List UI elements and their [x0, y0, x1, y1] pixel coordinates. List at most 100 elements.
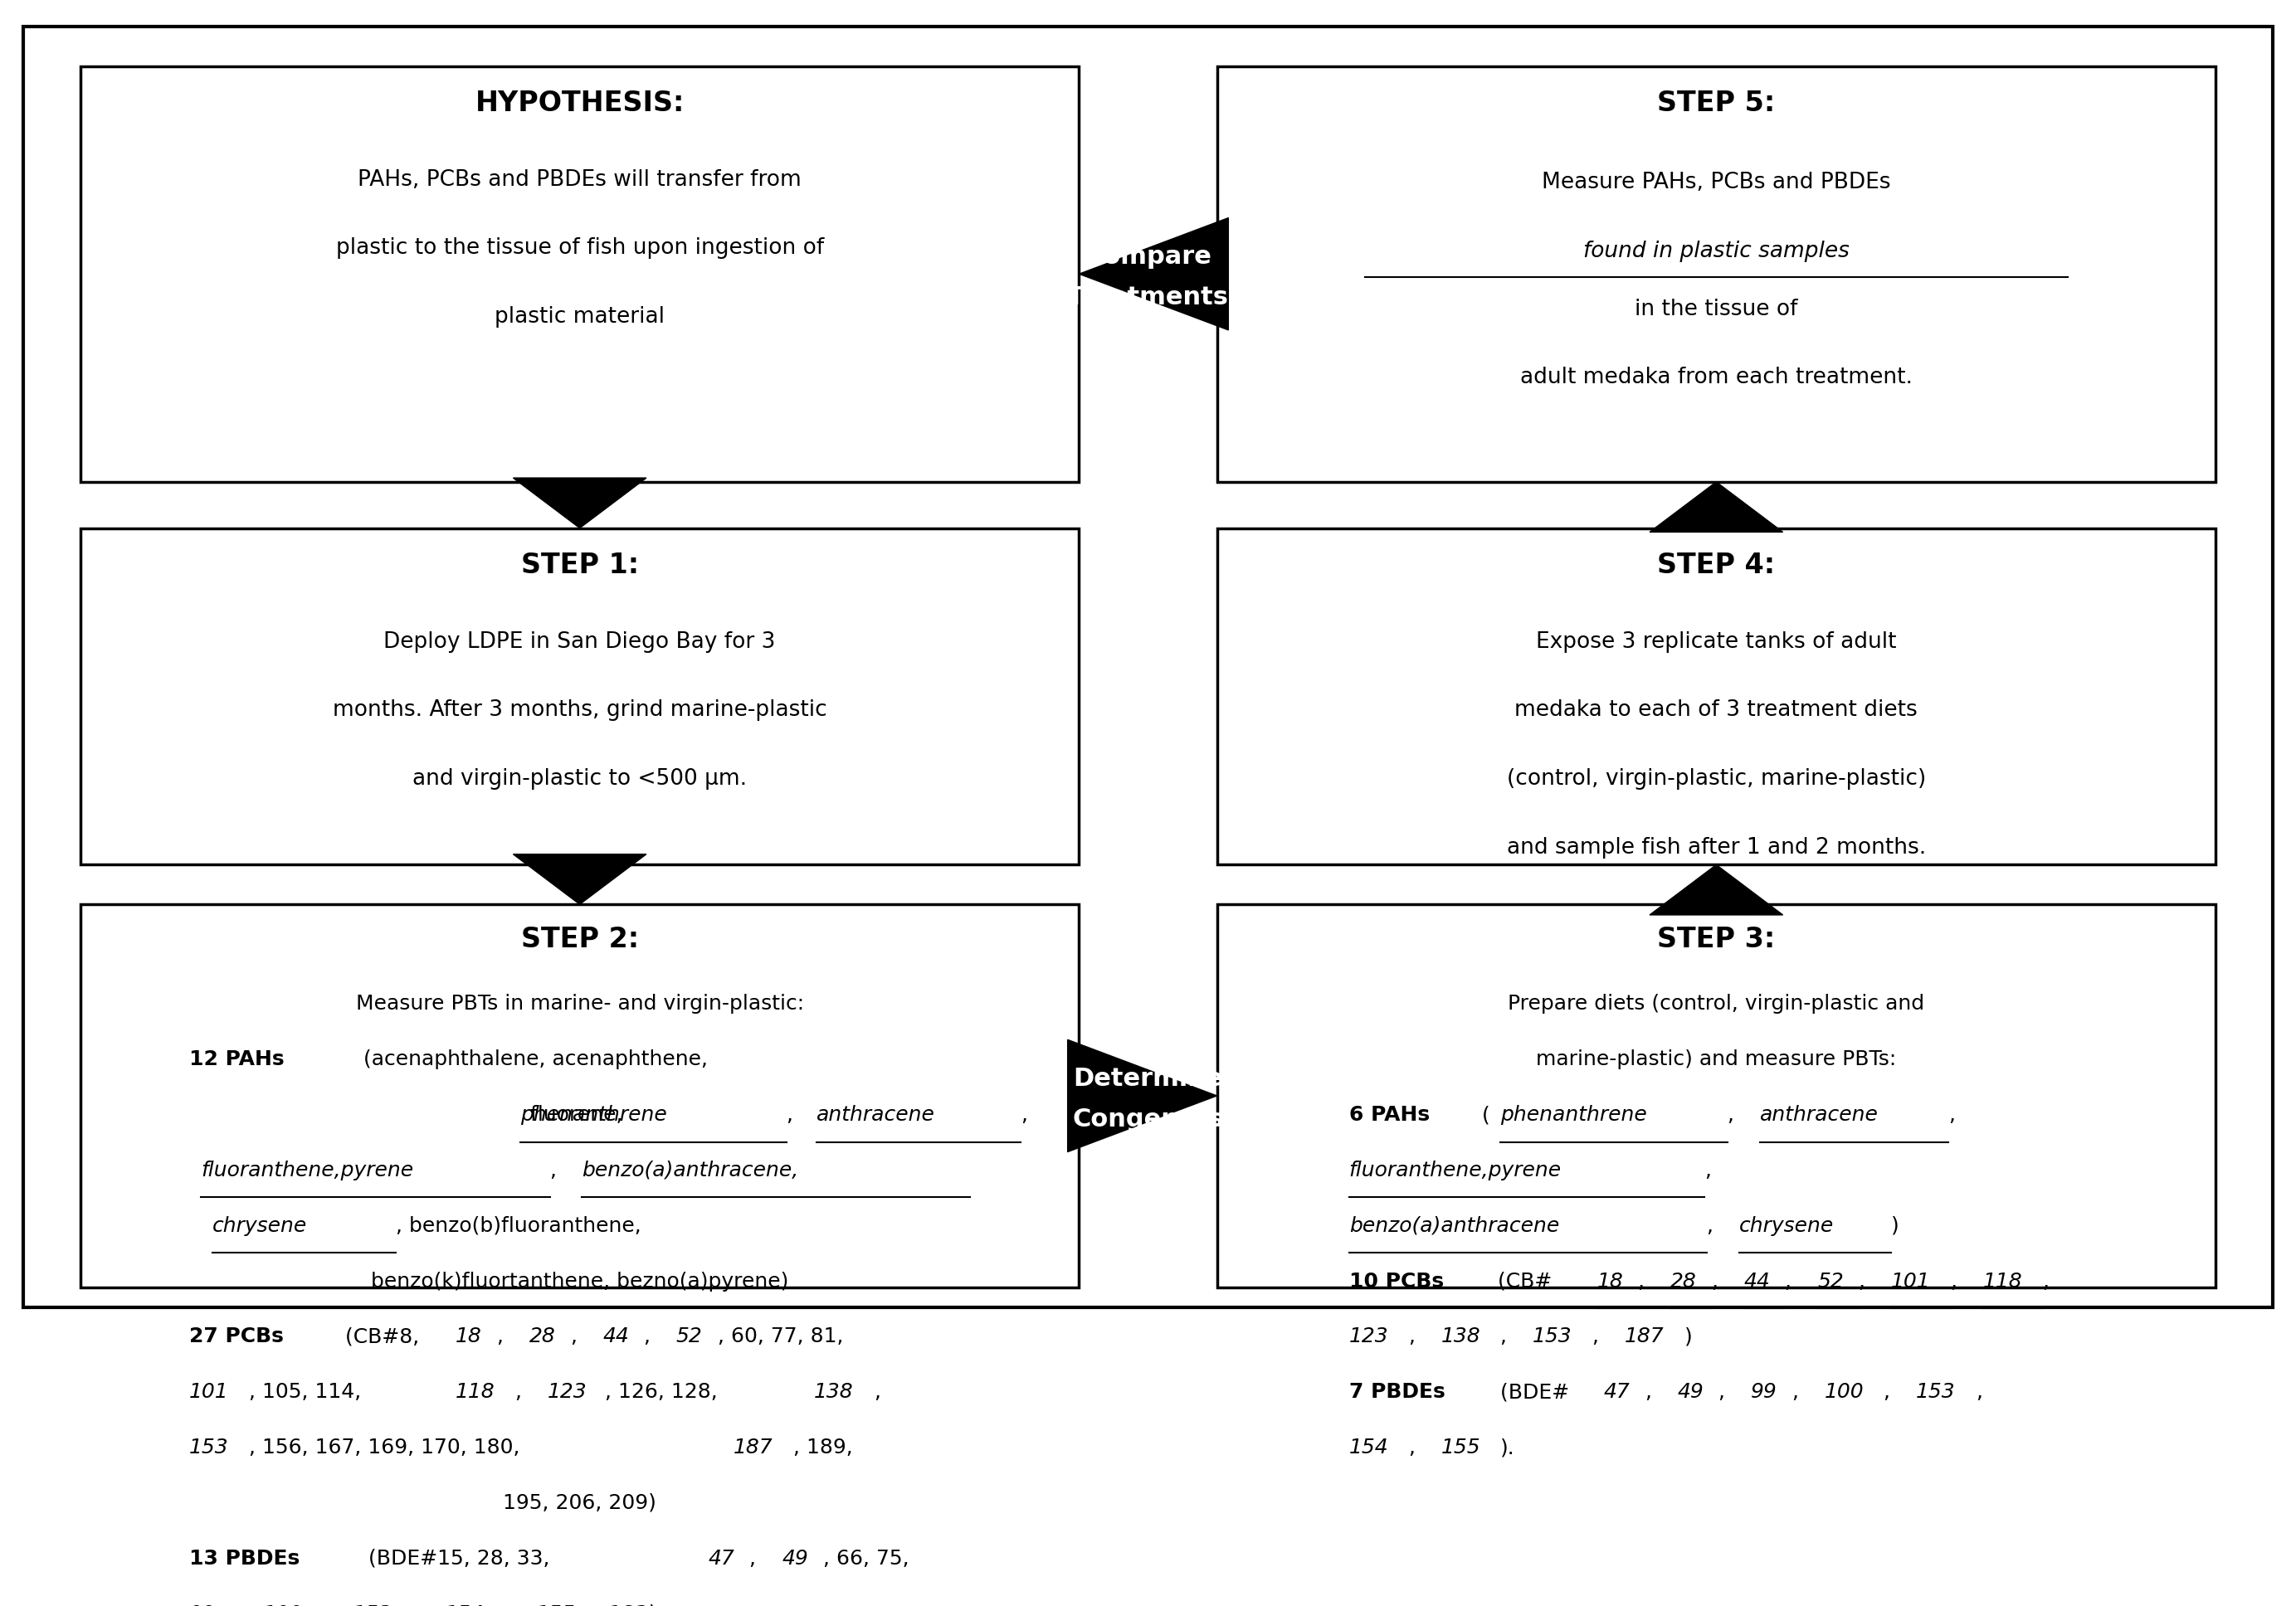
Text: ,: ,	[1975, 1383, 1981, 1402]
Text: ,: ,	[503, 1604, 517, 1606]
Text: fluoranthene,pyrene: fluoranthene,pyrene	[1348, 1161, 1561, 1180]
Text: ,: ,	[1407, 1327, 1421, 1347]
Text: (acenaphthalene, acenaphthene,: (acenaphthalene, acenaphthene,	[356, 1050, 707, 1070]
Text: ): )	[1683, 1327, 1692, 1347]
Text: ,: ,	[1857, 1272, 1871, 1291]
Text: 154: 154	[1348, 1437, 1389, 1458]
Text: ,: ,	[1591, 1327, 1605, 1347]
Text: plastic material: plastic material	[494, 307, 666, 328]
Polygon shape	[1068, 1039, 1217, 1152]
Text: 123: 123	[1348, 1327, 1389, 1347]
Text: 101: 101	[1890, 1272, 1931, 1291]
Text: anthracene: anthracene	[1759, 1105, 1878, 1124]
Text: 52: 52	[675, 1327, 703, 1347]
Text: chrysene: chrysene	[211, 1216, 308, 1237]
Text: , 156, 167, 169, 170, 180,: , 156, 167, 169, 170, 180,	[248, 1437, 526, 1458]
Text: , benzo(b)fluoranthene,: , benzo(b)fluoranthene,	[395, 1216, 641, 1237]
Text: Congeners: Congeners	[1072, 1108, 1224, 1132]
Text: ,: ,	[496, 1327, 510, 1347]
Text: Measure PBTs in marine- and virgin-plastic:: Measure PBTs in marine- and virgin-plast…	[356, 994, 804, 1013]
Text: 44: 44	[1745, 1272, 1770, 1291]
Polygon shape	[514, 854, 647, 904]
FancyBboxPatch shape	[80, 528, 1079, 864]
Text: (: (	[1474, 1105, 1490, 1124]
Text: HYPOTHESIS:: HYPOTHESIS:	[475, 90, 684, 117]
Text: (control, virgin-plastic, marine-plastic): (control, virgin-plastic, marine-plastic…	[1506, 768, 1926, 790]
Text: Compare: Compare	[1084, 244, 1212, 268]
Text: 44: 44	[602, 1327, 629, 1347]
Text: 49: 49	[1676, 1383, 1704, 1402]
Text: Determine: Determine	[1072, 1066, 1224, 1090]
Text: 18: 18	[455, 1327, 482, 1347]
Text: ,: ,	[1711, 1272, 1724, 1291]
Text: 7 PBDEs: 7 PBDEs	[1348, 1383, 1444, 1402]
Text: 52: 52	[1816, 1272, 1844, 1291]
FancyBboxPatch shape	[1217, 246, 1228, 302]
FancyBboxPatch shape	[1068, 1068, 1079, 1124]
Text: ,: ,	[319, 1604, 333, 1606]
Text: and virgin-plastic to <500 μm.: and virgin-plastic to <500 μm.	[413, 768, 746, 790]
Text: STEP 3:: STEP 3:	[1658, 925, 1775, 952]
FancyBboxPatch shape	[1217, 904, 2216, 1288]
Text: PAHs, PCBs and PBDEs will transfer from: PAHs, PCBs and PBDEs will transfer from	[358, 169, 801, 191]
Text: 155: 155	[535, 1604, 576, 1606]
Text: 101: 101	[188, 1383, 230, 1402]
Text: ,: ,	[1644, 1383, 1658, 1402]
Text: fluoranthene,pyrene: fluoranthene,pyrene	[200, 1161, 413, 1180]
Text: ,: ,	[2041, 1272, 2048, 1291]
Text: ).: ).	[1499, 1437, 1515, 1458]
Text: ,: ,	[748, 1548, 762, 1569]
Text: , 66, 75,: , 66, 75,	[822, 1548, 909, 1569]
Text: 27 PCBs: 27 PCBs	[188, 1327, 285, 1347]
Text: , 126, 128,: , 126, 128,	[604, 1383, 723, 1402]
Text: in the tissue of: in the tissue of	[1635, 299, 1798, 320]
Text: chrysene: chrysene	[1740, 1216, 1835, 1237]
Polygon shape	[1079, 218, 1228, 331]
Text: 123: 123	[546, 1383, 588, 1402]
Text: , 60, 77, 81,: , 60, 77, 81,	[716, 1327, 843, 1347]
Text: STEP 1:: STEP 1:	[521, 552, 638, 580]
Text: ,: ,	[230, 1604, 243, 1606]
FancyBboxPatch shape	[546, 854, 611, 864]
Text: fluorene,: fluorene,	[530, 1105, 629, 1124]
Text: benzo(k)fluortanthene, bezno(a)pyrene): benzo(k)fluortanthene, bezno(a)pyrene)	[372, 1272, 788, 1291]
Text: 6 PAHs: 6 PAHs	[1348, 1105, 1430, 1124]
Text: ,: ,	[1019, 1105, 1026, 1124]
Text: ,: ,	[569, 1327, 583, 1347]
Text: ,: ,	[1706, 1216, 1720, 1237]
Text: 47: 47	[707, 1548, 735, 1569]
FancyBboxPatch shape	[1683, 528, 1750, 532]
Text: ,: ,	[1717, 1383, 1731, 1402]
Text: ,: ,	[1704, 1161, 1711, 1180]
Text: ,: ,	[1407, 1437, 1421, 1458]
Text: 99: 99	[188, 1604, 216, 1606]
Text: and sample fish after 1 and 2 months.: and sample fish after 1 and 2 months.	[1506, 837, 1926, 859]
Text: 138: 138	[813, 1383, 854, 1402]
Text: 195, 206, 209): 195, 206, 209)	[503, 1494, 657, 1513]
Text: ): )	[1890, 1216, 1899, 1237]
Text: , 105, 114,: , 105, 114,	[248, 1383, 367, 1402]
Text: 187: 187	[1623, 1327, 1665, 1347]
Text: medaka to each of 3 treatment diets: medaka to each of 3 treatment diets	[1515, 700, 1917, 721]
Text: (BDE#15, 28, 33,: (BDE#15, 28, 33,	[360, 1548, 556, 1569]
Text: 99: 99	[1750, 1383, 1777, 1402]
Text: benzo(a)anthracene,: benzo(a)anthracene,	[581, 1161, 799, 1180]
Text: 153: 153	[1915, 1383, 1956, 1402]
Text: , 183).: , 183).	[595, 1604, 664, 1606]
Text: 153: 153	[1531, 1327, 1573, 1347]
Text: marine-plastic) and measure PBTs:: marine-plastic) and measure PBTs:	[1536, 1050, 1896, 1070]
Polygon shape	[514, 479, 647, 528]
FancyBboxPatch shape	[1217, 528, 2216, 864]
FancyBboxPatch shape	[80, 66, 1079, 482]
Text: ,: ,	[1729, 1105, 1740, 1124]
Text: (CB#: (CB#	[1490, 1272, 1552, 1291]
Text: ,: ,	[785, 1105, 799, 1124]
Text: 28: 28	[1669, 1272, 1697, 1291]
Text: 12 PAHs: 12 PAHs	[188, 1050, 285, 1070]
Text: ,: ,	[643, 1327, 657, 1347]
Text: Expose 3 replicate tanks of adult: Expose 3 replicate tanks of adult	[1536, 631, 1896, 652]
Polygon shape	[1649, 482, 1782, 532]
FancyBboxPatch shape	[546, 479, 611, 482]
Text: Prepare diets (control, virgin-plastic and: Prepare diets (control, virgin-plastic a…	[1508, 994, 1924, 1013]
Text: ,: ,	[872, 1383, 879, 1402]
